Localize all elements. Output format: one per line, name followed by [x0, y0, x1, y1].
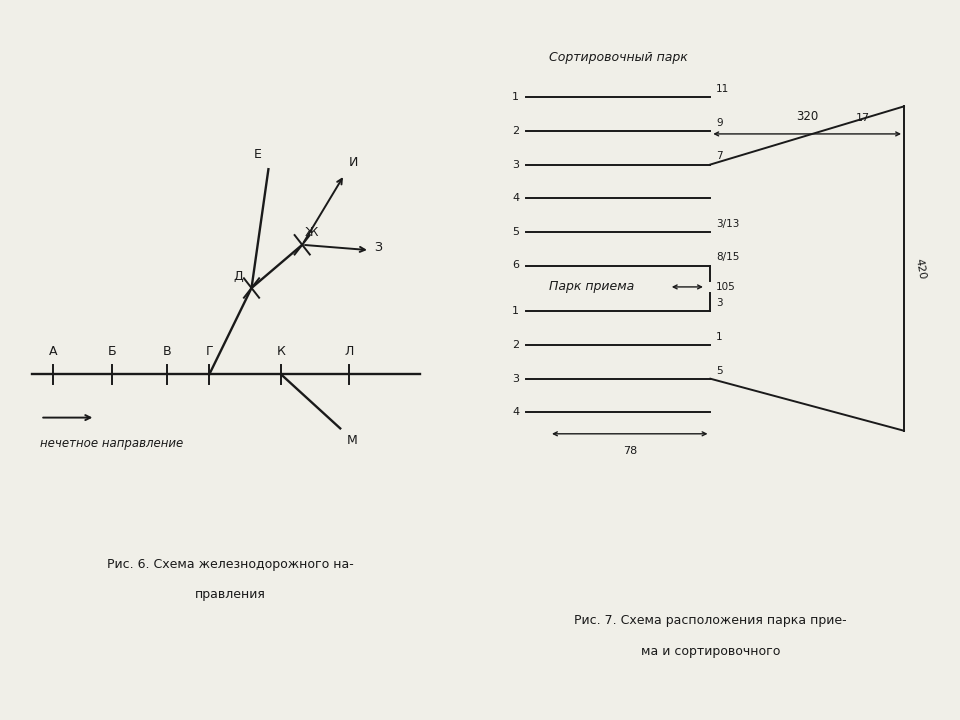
- Text: 1: 1: [513, 307, 519, 316]
- Text: Д: Д: [233, 269, 243, 283]
- Text: 4: 4: [512, 193, 519, 203]
- Text: 3: 3: [513, 374, 519, 384]
- Text: А: А: [49, 345, 58, 359]
- Text: ма и сортировочного: ма и сортировочного: [640, 645, 780, 658]
- Text: Рис. 7. Схема расположения парка прие-: Рис. 7. Схема расположения парка прие-: [574, 614, 847, 627]
- Text: 2: 2: [512, 340, 519, 350]
- Text: К: К: [276, 345, 285, 359]
- Text: 4: 4: [512, 408, 519, 418]
- Text: Парк приема: Парк приема: [549, 280, 635, 294]
- Text: 17: 17: [855, 113, 870, 123]
- Text: 3: 3: [716, 298, 723, 308]
- Text: 3: 3: [513, 160, 519, 169]
- Text: 5: 5: [513, 227, 519, 237]
- Text: Б: Б: [108, 345, 116, 359]
- Text: правления: правления: [195, 588, 266, 600]
- Text: 78: 78: [623, 446, 636, 456]
- Text: В: В: [163, 345, 171, 359]
- Text: 6: 6: [513, 261, 519, 271]
- Text: И: И: [348, 156, 358, 169]
- Text: 1: 1: [716, 332, 723, 342]
- Text: 2: 2: [512, 126, 519, 136]
- Text: Г: Г: [205, 345, 213, 359]
- Text: 9: 9: [716, 118, 723, 127]
- Text: нечетное направление: нечетное направление: [40, 436, 183, 449]
- Text: 5: 5: [716, 366, 723, 376]
- Text: 1: 1: [513, 92, 519, 102]
- Text: 420: 420: [913, 257, 926, 280]
- Text: З: З: [374, 241, 382, 254]
- Text: 3/13: 3/13: [716, 219, 739, 229]
- Text: Ж: Ж: [304, 226, 318, 240]
- Text: 8/15: 8/15: [716, 253, 739, 262]
- Text: 11: 11: [716, 84, 730, 94]
- Text: 105: 105: [716, 282, 735, 292]
- Text: Л: Л: [344, 345, 353, 359]
- Text: Е: Е: [254, 148, 262, 161]
- Text: Сортировочный парк: Сортировочный парк: [549, 50, 687, 63]
- Text: 320: 320: [796, 110, 818, 123]
- Text: М: М: [347, 433, 357, 447]
- Text: Рис. 6. Схема железнодорожного на-: Рис. 6. Схема железнодорожного на-: [107, 558, 354, 571]
- Text: 7: 7: [716, 151, 723, 161]
